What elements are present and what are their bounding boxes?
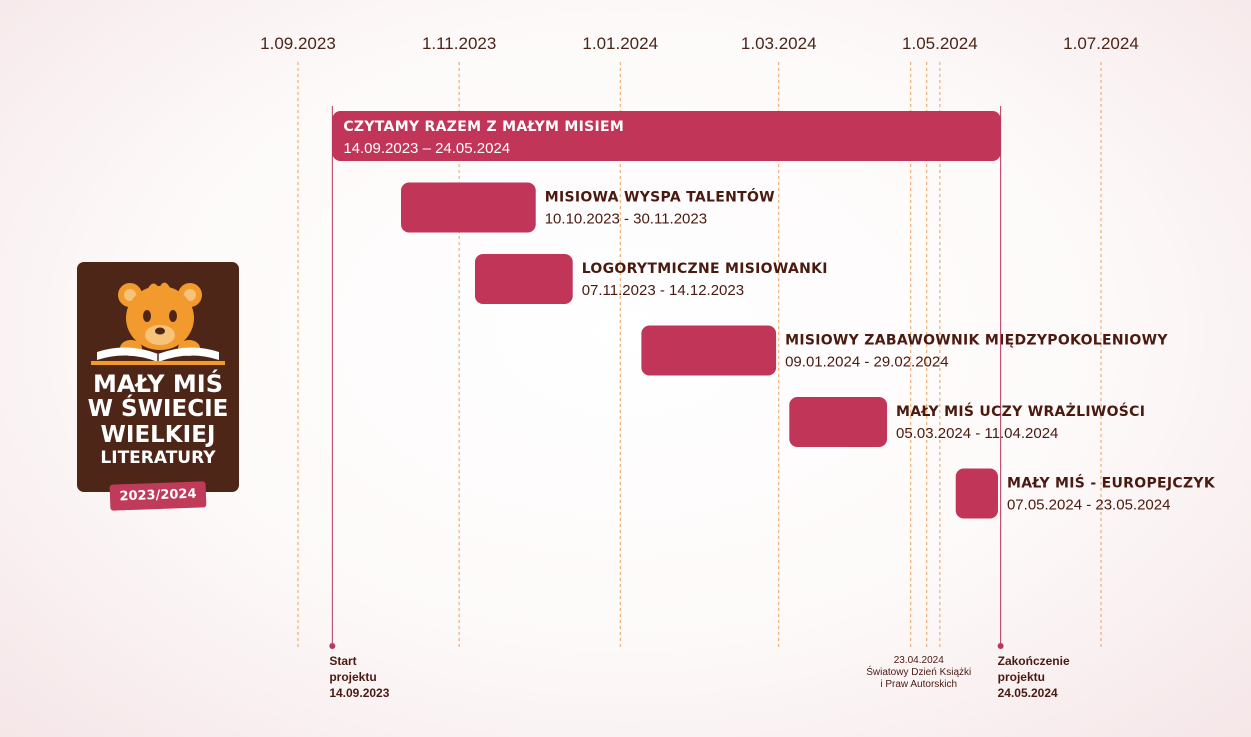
logo-year-badge: 2023/2024 xyxy=(109,481,207,511)
task-date: 07.11.2023 - 14.12.2023 xyxy=(582,282,744,299)
task-title: MISIOWA WYSPA TALENTÓW xyxy=(545,188,775,206)
task-title: MAŁY MIŚ - EUROPEJCZYK xyxy=(1007,474,1216,492)
task-bar xyxy=(401,182,536,233)
task-bar xyxy=(332,111,1001,161)
x-tick-label: 1.11.2023 xyxy=(422,34,496,53)
task-bar xyxy=(474,254,573,304)
marker-label: Zakończenie xyxy=(998,654,1070,668)
task-date: 14.09.2023 – 24.05.2024 xyxy=(343,140,510,157)
marker-label: Start xyxy=(329,654,356,668)
x-tick-label: 1.03.2024 xyxy=(741,34,817,53)
task-date: 10.10.2023 - 30.11.2023 xyxy=(545,211,707,228)
marker-label: projektu xyxy=(329,670,376,684)
task-date: 07.05.2024 - 23.05.2024 xyxy=(1007,497,1170,514)
marker-label: projektu xyxy=(998,670,1045,684)
task-title: LOGORYTMICZNE MISIOWANKI xyxy=(582,261,828,277)
task-bar xyxy=(641,325,777,376)
marker-dot xyxy=(329,643,336,649)
logo-title-line-3: WIELKIEJ xyxy=(100,422,216,448)
logo-title-line-1: MAŁY MIŚ xyxy=(93,370,223,398)
marker-label: 14.09.2023 xyxy=(329,686,389,700)
task-bar xyxy=(955,468,998,519)
task-title: MISIOWY ZABAWOWNIK MIĘDZYPOKOLENIOWY xyxy=(785,333,1168,349)
task-date: 05.03.2024 - 11.04.2024 xyxy=(896,425,1058,442)
project-logo: MAŁY MIŚ W ŚWIECIE WIELKIEJ LITERATURY xyxy=(77,262,239,492)
bear-reading-book-icon xyxy=(91,282,225,365)
event-label: i Praw Autorskich xyxy=(880,679,957,690)
event-label: 23.04.2024 xyxy=(894,655,944,666)
task-title: MAŁY MIŚ UCZY WRAŻLIWOŚCI xyxy=(896,402,1145,420)
marker-dot xyxy=(997,643,1004,649)
logo-title-line-2: W ŚWIECIE xyxy=(87,396,229,422)
event-label: Światowy Dzień Książki xyxy=(866,665,971,678)
x-tick-label: 1.07.2024 xyxy=(1063,34,1139,53)
marker-label: 24.05.2024 xyxy=(998,686,1058,700)
logo-title-line-4: LITERATURY xyxy=(100,448,216,468)
task-bar xyxy=(789,397,888,447)
task-title: CZYTAMY RAZEM Z MAŁYM MISIEM xyxy=(343,119,624,135)
task-date: 09.01.2024 - 29.02.2024 xyxy=(785,354,948,371)
x-tick-label: 1.05.2024 xyxy=(902,34,978,53)
x-tick-label: 1.09.2023 xyxy=(260,34,336,53)
x-tick-label: 1.01.2024 xyxy=(582,34,658,53)
